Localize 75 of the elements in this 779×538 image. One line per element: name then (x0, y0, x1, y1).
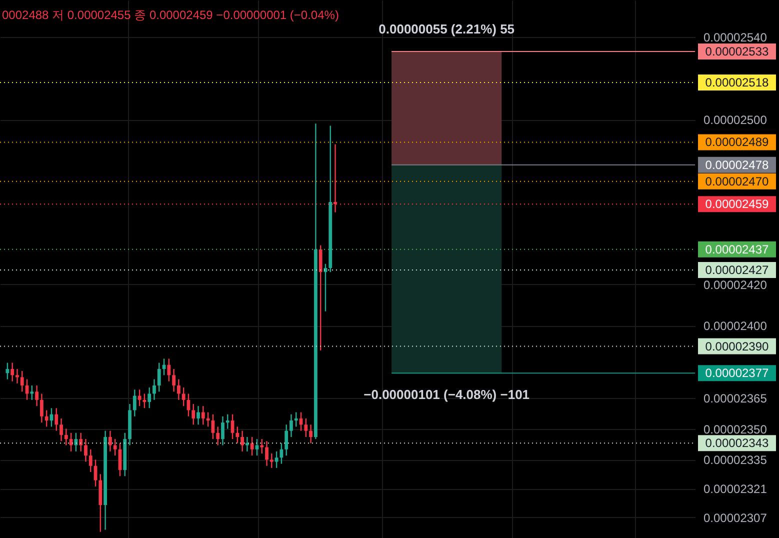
candlestick (152, 378, 156, 400)
candlestick (167, 358, 171, 382)
candlestick (192, 403, 196, 426)
ref-line-label: 0.00002459 (705, 197, 770, 212)
annotation: −0.00000101 (−4.08%) −101 (364, 387, 530, 402)
candlestick (274, 450, 278, 469)
candlestick (88, 448, 92, 473)
candlestick (79, 432, 83, 452)
candlestick (255, 438, 259, 456)
candlestick (44, 410, 48, 428)
candlestick (64, 428, 68, 446)
candlestick (69, 432, 73, 452)
y-tick-label: 0.00002400 (704, 319, 768, 334)
ref-line-label: 0.00002489 (705, 135, 770, 150)
ref-line-label: 0.00002390 (705, 339, 770, 354)
candlestick (290, 414, 293, 438)
y-tick-label: 0.00002500 (704, 113, 768, 128)
annotation: 0.00000055 (2.21%) 55 (378, 22, 515, 37)
candlestick (240, 430, 244, 452)
candlestick (294, 412, 298, 428)
candlestick (304, 418, 308, 438)
y-tick-label: 0.00002335 (704, 453, 768, 468)
candlestick (108, 430, 112, 452)
candlestick (196, 405, 200, 426)
candlestick (211, 414, 215, 440)
candlestick (20, 370, 24, 392)
y-tick-label: 0.00002350 (704, 422, 768, 436)
candlestick (182, 386, 186, 407)
candlestick (6, 362, 10, 380)
ref-line-label: 0.00002377 (705, 366, 770, 380)
ref-line-label: 0.00002427 (705, 263, 770, 278)
ref-line-label: 0.00002343 (705, 436, 770, 450)
candlestick (236, 426, 240, 444)
candlestick (201, 405, 205, 426)
candlestick (216, 426, 220, 446)
candlestick (54, 408, 58, 432)
ref-line-label: 0.00002533 (705, 44, 770, 59)
candlestick (280, 442, 284, 464)
candlestick (74, 432, 78, 452)
candlestick (172, 368, 176, 392)
y-tick-label: 0.00002420 (704, 278, 768, 292)
candlestick (40, 393, 44, 424)
candlestick (157, 362, 161, 392)
candlestick (265, 440, 268, 466)
candlestick (270, 452, 274, 469)
candlestick (30, 384, 34, 400)
ref-line-label: 0.00002518 (705, 75, 770, 90)
candlestick (35, 384, 39, 407)
candlestick (16, 368, 19, 384)
candlestick (206, 412, 210, 428)
candlestick (113, 438, 117, 456)
candlestick (245, 436, 249, 452)
candlestick (221, 416, 224, 446)
candlestick (138, 388, 142, 407)
candlestick (148, 386, 152, 409)
candlestick (318, 244, 322, 352)
y-tick-label: 0.00002540 (704, 30, 768, 45)
ref-line-label: 0.00002437 (705, 242, 770, 256)
y-tick-label: 0.00002321 (704, 482, 768, 496)
candlestick (60, 418, 63, 442)
y-tick-label: 0.00002307 (704, 510, 768, 525)
candlestick (84, 438, 88, 462)
annotation: 0002488 저 0.00002455 종 0.00002459 −0.00000001 (−0.04%) (2, 8, 339, 22)
ref-line-label: 0.00002478 (705, 158, 770, 172)
candlestick (132, 388, 136, 417)
candlestick (142, 393, 146, 409)
candlestick (10, 362, 14, 382)
candlestick (260, 438, 264, 454)
candlestick (309, 424, 313, 444)
candlestick (226, 414, 230, 430)
candlestick (250, 436, 254, 456)
candlestick (176, 378, 180, 400)
ref-line-label: 0.00002470 (705, 174, 770, 188)
candlestick (284, 424, 288, 456)
y-tick-label: 0.00002365 (704, 391, 768, 406)
